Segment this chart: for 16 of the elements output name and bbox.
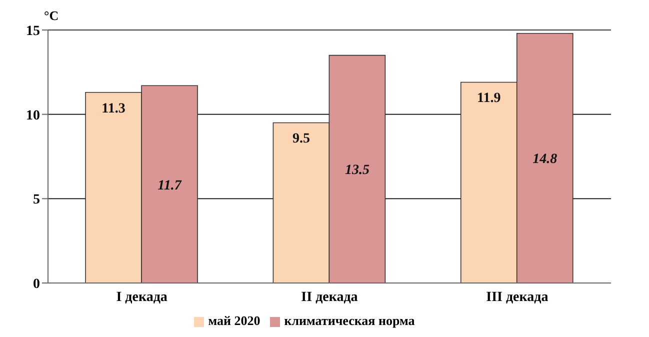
legend-label: май 2020 [208,313,260,328]
y-axis-title: °C [44,8,59,24]
data-label: 11.3 [102,101,126,116]
data-label: 11.9 [477,91,501,106]
data-label: 13.5 [344,163,370,178]
y-tick-label: 10 [26,108,40,124]
x-tick-label: II декада [301,290,358,305]
y-tick-label: 15 [26,24,40,39]
data-label: 11.7 [158,178,182,194]
legend-label: климатическая норма [284,313,415,328]
y-tick-label: 0 [33,276,40,292]
x-tick-label: I декада [116,290,168,305]
data-label: 9.5 [292,132,310,147]
x-tick-label: III декада [486,290,548,305]
data-label: 14.8 [532,152,558,168]
y-tick-label: 5 [33,192,40,208]
